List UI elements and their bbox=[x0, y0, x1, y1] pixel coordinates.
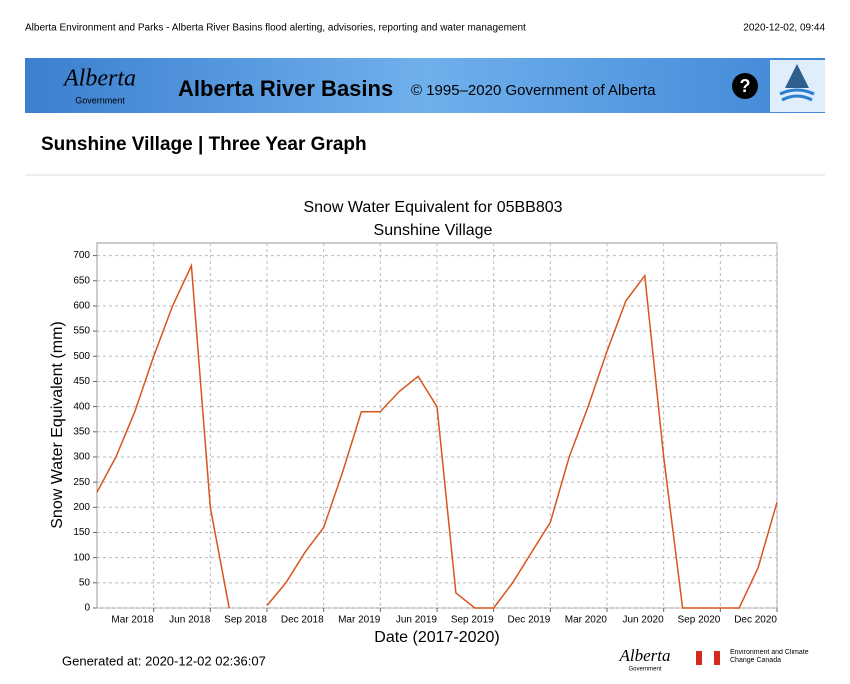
eccc-text: Environment and Climate Change Canada bbox=[730, 649, 809, 664]
y-tick-label: 600 bbox=[73, 301, 90, 312]
y-tick-label: 100 bbox=[73, 552, 90, 563]
x-tick-label: Jun 2018 bbox=[169, 615, 211, 626]
source-text: Alberta Environment and Parks - Alberta … bbox=[25, 23, 526, 34]
banner bbox=[25, 58, 825, 113]
x-tick-label: Mar 2018 bbox=[111, 615, 154, 626]
x-tick-label: Sep 2019 bbox=[451, 615, 494, 626]
y-tick-label: 150 bbox=[73, 527, 90, 538]
y-tick-label: 350 bbox=[73, 426, 90, 437]
x-tick-label: Jun 2020 bbox=[623, 615, 665, 626]
data-line bbox=[96, 262, 778, 609]
x-tick-label: Mar 2019 bbox=[338, 615, 381, 626]
x-tick-label: Dec 2020 bbox=[734, 615, 777, 626]
y-tick-label: 700 bbox=[73, 250, 90, 261]
canada-flag-center bbox=[702, 651, 714, 665]
y-tick-label: 250 bbox=[73, 477, 90, 488]
x-tick-label: Sep 2020 bbox=[678, 615, 721, 626]
x-tick-label: Sep 2018 bbox=[224, 615, 267, 626]
logo: Alberta bbox=[62, 66, 136, 92]
generated-text: Generated at: 2020-12-02 02:36:07 bbox=[62, 653, 266, 668]
x-tick-label: Mar 2020 bbox=[565, 615, 608, 626]
logo-sub: Government bbox=[75, 95, 125, 105]
timestamp: 2020-12-02, 09:44 bbox=[743, 23, 825, 34]
chart-title: Snow Water Equivalent for 05BB803 bbox=[303, 199, 562, 216]
footer-logo-sub: Government bbox=[628, 667, 661, 673]
y-tick-label: 400 bbox=[73, 401, 90, 412]
banner-title: Alberta River Basins bbox=[178, 76, 393, 101]
y-tick-label: 50 bbox=[79, 577, 91, 588]
chart-subtitle: Sunshine Village bbox=[374, 222, 493, 239]
x-axis-label: Date (2017-2020) bbox=[374, 629, 499, 646]
eccc-box: Environment and Climate Change Canada bbox=[730, 649, 809, 664]
x-tick-label: Jun 2019 bbox=[396, 615, 438, 626]
y-tick-label: 550 bbox=[73, 326, 90, 337]
wave-icon bbox=[779, 88, 815, 102]
footer-logo: Alberta bbox=[619, 646, 671, 665]
y-tick-label: 500 bbox=[73, 351, 90, 362]
x-tick-label: Dec 2019 bbox=[508, 615, 551, 626]
y-tick-label: 450 bbox=[73, 376, 90, 387]
y-axis-label: Snow Water Equivalent (mm) bbox=[49, 321, 66, 528]
y-tick-label: 300 bbox=[73, 452, 90, 463]
page-title: Sunshine Village | Three Year Graph bbox=[41, 134, 367, 155]
y-tick-label: 200 bbox=[73, 502, 90, 513]
x-tick-label: Dec 2018 bbox=[281, 615, 324, 626]
y-tick-label: 650 bbox=[73, 275, 90, 286]
y-tick-label: 0 bbox=[84, 603, 90, 614]
mountain-icon bbox=[785, 64, 809, 88]
copyright: © 1995–2020 Government of Alberta bbox=[411, 82, 656, 99]
help-button[interactable] bbox=[732, 73, 758, 99]
help-icon[interactable]: ? bbox=[740, 76, 751, 96]
